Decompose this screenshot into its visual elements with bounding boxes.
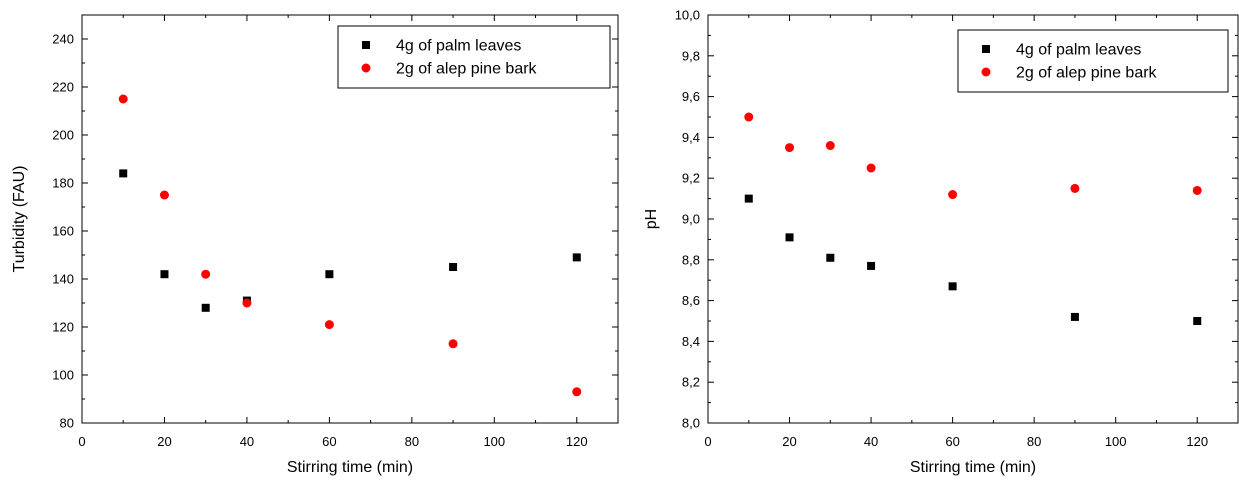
data-point-square: [201, 303, 210, 312]
data-point-circle: [948, 190, 958, 200]
legend-marker-circle: [361, 63, 371, 73]
data-point-circle: [785, 143, 795, 153]
y-tick-label: 8,0: [682, 416, 700, 431]
y-tick-label: 100: [52, 368, 74, 383]
data-point-square: [449, 263, 458, 271]
data-point-square: [572, 253, 581, 262]
x-tick-label: 20: [157, 434, 171, 449]
y-axis-title: pH: [643, 209, 660, 229]
y-tick-label: 9,8: [682, 48, 700, 63]
x-tick-label: 120: [1186, 434, 1208, 449]
data-point-square: [785, 233, 794, 242]
x-tick-label: 80: [1027, 434, 1041, 449]
y-tick-label: 8,2: [682, 375, 700, 390]
y-tick-label: 240: [52, 32, 74, 47]
chart-panel-2: 0 20 40 60 80 100 120 8,0 8,2 8,4 8,6 8,8 9,0 9,2 9,4 9…: [643, 8, 1239, 476]
data-point-square: [826, 253, 835, 262]
y-tick-label: 9,4: [682, 130, 700, 145]
x-axis-title: Stirring time (min): [287, 459, 413, 476]
y-axis-title: Turbidity (FAU): [11, 166, 28, 273]
x-tick-label: 80: [405, 434, 419, 449]
data-point-square: [744, 194, 753, 203]
legend-label: 4g of palm leaves: [1016, 42, 1141, 59]
plot-frame: [81, 14, 619, 424]
y-tick-label: 8,6: [682, 293, 700, 308]
legend-box: [337, 25, 611, 89]
legend-label: 2g of alep pine bark: [1016, 65, 1158, 82]
legend: 4g of palm leaves 2g of alep pine bark: [337, 25, 611, 89]
y-tick-label: 120: [52, 320, 74, 335]
legend-label: 4g of palm leaves: [396, 38, 521, 55]
chart-panel-1: 0 20 40 60 80 100 120 80 100 120 140 160 180 200 220 24…: [11, 14, 619, 476]
x-tick-label: 100: [483, 434, 505, 449]
data-point-circle: [159, 190, 169, 200]
data-point-circle: [242, 298, 252, 308]
y-tick-label: 200: [52, 128, 74, 143]
data-point-circle: [572, 387, 582, 397]
legend-marker-square: [362, 41, 370, 49]
data-point-circle: [118, 94, 128, 104]
y-tick-label: 10,0: [675, 8, 700, 23]
data-point-circle: [1192, 185, 1202, 195]
series-2: [118, 94, 582, 397]
y-tick-label: 160: [52, 224, 74, 239]
series-2: [744, 112, 1202, 200]
x-tick-label: 0: [78, 434, 85, 449]
series-1: [119, 169, 581, 312]
legend-marker-square: [982, 45, 990, 53]
data-point-circle: [825, 141, 835, 151]
series-1: [744, 194, 1202, 325]
x-tick-label: 60: [322, 434, 336, 449]
data-point-square: [119, 169, 128, 178]
data-point-circle: [744, 112, 754, 122]
y-tick-label: 80: [60, 416, 74, 431]
data-point-square: [1193, 317, 1202, 325]
x-tick-label: 60: [945, 434, 959, 449]
x-axis-title: Stirring time (min): [910, 459, 1036, 476]
x-tick-label: 40: [240, 434, 254, 449]
data-point-circle: [324, 320, 334, 330]
legend-marker-circle: [981, 67, 991, 77]
y-tick-label: 180: [52, 176, 74, 191]
y-tick-label: 9,2: [682, 171, 700, 186]
x-tick-label: 20: [782, 434, 796, 449]
data-point-circle: [866, 163, 876, 173]
legend-label: 2g of alep pine bark: [396, 61, 538, 78]
y-tick-label: 9,0: [682, 212, 700, 227]
data-point-square: [948, 282, 957, 291]
y-tick-label: 8,8: [682, 252, 700, 267]
data-point-circle: [448, 339, 458, 349]
x-tick-label: 0: [704, 434, 711, 449]
legend: 4g of palm leaves 2g of alep pine bark: [957, 29, 1229, 93]
y-tick-label: 220: [52, 80, 74, 95]
x-tick-label: 40: [864, 434, 878, 449]
data-point-circle: [201, 269, 211, 279]
data-point-square: [160, 270, 169, 279]
y-tick-label: 9,6: [682, 89, 700, 104]
data-point-square: [325, 270, 334, 279]
x-tick-label: 120: [566, 434, 588, 449]
data-point-square: [867, 261, 876, 270]
y-tick-label: 8,4: [682, 334, 700, 349]
data-point-square: [1070, 312, 1079, 321]
y-tick-label: 140: [52, 272, 74, 287]
data-point-circle: [1070, 183, 1080, 193]
x-tick-label: 100: [1105, 434, 1127, 449]
legend-box: [957, 29, 1229, 93]
